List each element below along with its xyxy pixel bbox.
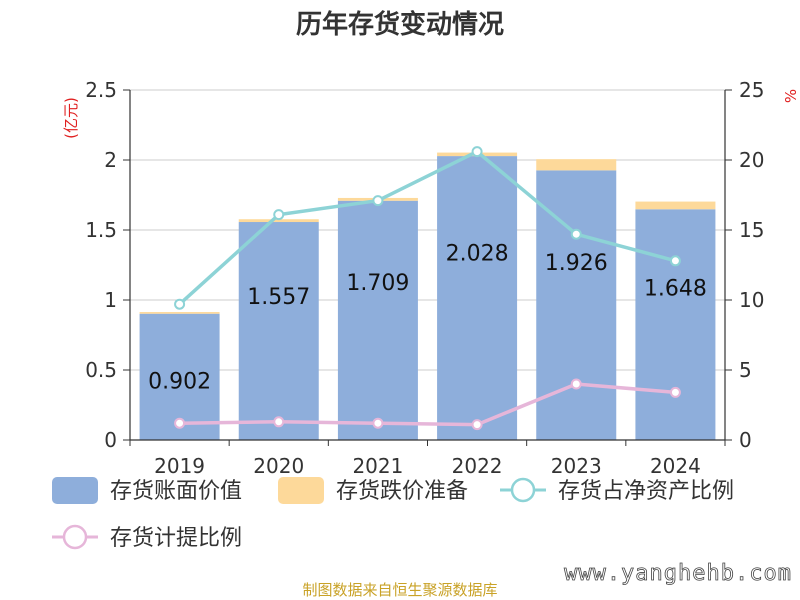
bar-provision-2024	[635, 201, 716, 210]
legend-marker-3	[62, 524, 88, 550]
right-tick-label: 0	[739, 428, 752, 452]
left-tick-label: 1.5	[85, 218, 117, 242]
legend-label-1: 存货跌价准备	[336, 479, 468, 504]
data-source-note: 制图数据来自恒生聚源数据库	[302, 581, 497, 599]
x-tick-label-2019: 2019	[154, 454, 205, 478]
left-tick-label: 2.5	[85, 78, 117, 102]
legend-label-3: 存货计提比例	[110, 526, 242, 551]
point-net-asset-ratio-2020	[273, 209, 285, 221]
left-tick-label: 0.5	[85, 358, 117, 382]
left-tick-label: 1	[104, 288, 117, 312]
legend-swatch-1	[278, 477, 324, 504]
point-net-asset-ratio-2022	[471, 146, 483, 158]
bar-book-value-2021	[337, 200, 418, 440]
chart-title: 历年存货变动情况	[296, 9, 504, 40]
line-provision-ratio	[179, 382, 676, 427]
bar-provision-2020	[238, 219, 319, 223]
line-inventory-net-asset-ratio	[178, 149, 676, 306]
legend-label-2: 存货占净资产比例	[558, 479, 734, 504]
right-tick-label: 20	[739, 148, 764, 172]
point-net-asset-ratio-2024	[669, 255, 681, 267]
bar-value-label-2019: 0.902	[148, 370, 211, 395]
bar-value-label-2020: 1.557	[247, 285, 310, 310]
point-net-asset-ratio-2023	[570, 228, 582, 240]
bar-provision-2023	[536, 159, 617, 171]
x-tick-label-2024: 2024	[650, 454, 701, 478]
bar-value-label-2021: 1.709	[346, 271, 409, 296]
bar-book-value-2024	[635, 209, 716, 440]
right-axis-unit: %	[782, 89, 800, 103]
bar-book-value-2020	[238, 222, 319, 440]
x-tick-label-2021: 2021	[352, 454, 403, 478]
bar-book-value-2022	[437, 156, 518, 440]
right-tick-label: 5	[739, 358, 752, 382]
x-tick-label-2023: 2023	[551, 454, 602, 478]
point-provision-ratio-2020	[273, 416, 285, 428]
point-provision-ratio-2021	[372, 417, 384, 429]
x-tick-label-2022: 2022	[452, 454, 503, 478]
left-tick-label: 0	[104, 428, 117, 452]
right-tick-label: 15	[739, 218, 764, 242]
right-tick-label: 10	[739, 288, 764, 312]
legend-label-0: 存货账面价值	[110, 479, 242, 504]
x-tick-label-2020: 2020	[253, 454, 304, 478]
legend-swatch-0	[52, 477, 98, 504]
bar-value-label-2024: 1.648	[644, 277, 707, 302]
point-provision-ratio-2019	[174, 417, 186, 429]
bar-value-label-2022: 2.028	[446, 242, 509, 267]
watermark: www.yanghehb.com	[564, 561, 792, 586]
point-provision-ratio-2022	[471, 419, 483, 431]
point-provision-ratio-2024	[669, 386, 681, 398]
left-axis-unit: (亿元)	[62, 97, 80, 139]
legend-marker-2	[510, 477, 536, 503]
point-net-asset-ratio-2021	[372, 195, 384, 207]
bar-value-label-2023: 1.926	[545, 251, 608, 276]
point-net-asset-ratio-2019	[174, 298, 186, 310]
left-tick-label: 2	[104, 148, 117, 172]
bar-provision-2019	[139, 312, 220, 314]
right-tick-label: 25	[739, 78, 764, 102]
point-provision-ratio-2023	[570, 378, 582, 390]
